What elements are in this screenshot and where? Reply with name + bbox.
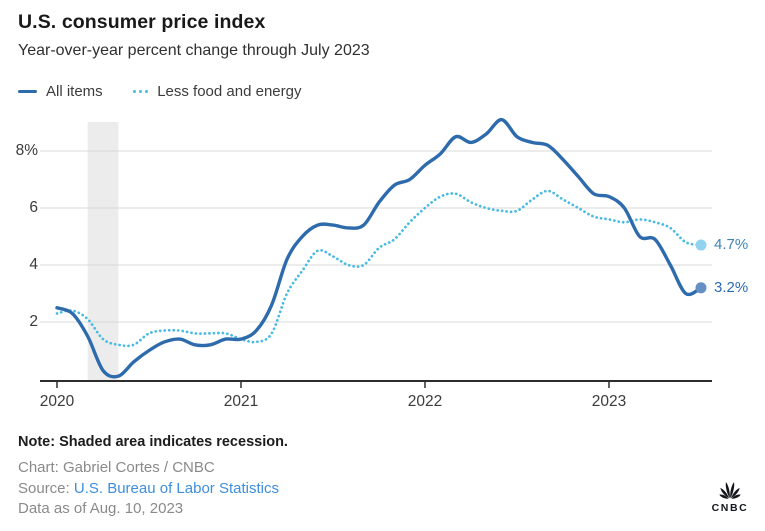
page-title: U.S. consumer price index bbox=[18, 11, 266, 33]
y-axis-label-2: 2 bbox=[29, 313, 38, 330]
chart-legend: All items Less food and energy bbox=[18, 83, 301, 100]
series-line-less-food-and-energy bbox=[55, 189, 703, 348]
dotted-line-swatch-icon bbox=[132, 89, 149, 94]
x-axis-label-2022: 2022 bbox=[407, 393, 443, 410]
end-value-label-all-items: 3.2% bbox=[714, 279, 749, 296]
end-value-label-core: 4.7% bbox=[714, 236, 749, 253]
source-label: Source: bbox=[18, 480, 74, 497]
x-axis-label-2023: 2023 bbox=[591, 393, 627, 410]
series-line-all-items bbox=[55, 117, 703, 379]
y-axis-label-4: 4 bbox=[29, 256, 38, 273]
chart-credit: Chart: Gabriel Cortes / CNBC bbox=[18, 459, 215, 476]
x-axis-label-2021: 2021 bbox=[223, 393, 259, 410]
source-line: Source: U.S. Bureau of Labor Statistics bbox=[18, 480, 279, 497]
legend-label-less-food-energy: Less food and energy bbox=[157, 83, 302, 100]
chart-subtitle: Year-over-year percent change through Ju… bbox=[18, 42, 370, 59]
legend-item-all-items: All items bbox=[18, 83, 103, 100]
y-axis-label-6: 6 bbox=[29, 199, 38, 216]
cnbc-logo-text: CNBC bbox=[711, 502, 749, 514]
cnbc-logo: CNBC bbox=[708, 479, 752, 514]
cnbc-peacock-icon bbox=[719, 482, 741, 499]
legend-item-less-food-energy: Less food and energy bbox=[132, 83, 302, 100]
recession-note: Note: Shaded area indicates recession. bbox=[18, 434, 288, 450]
x-axis-label-2020: 2020 bbox=[39, 393, 75, 410]
legend-label-all-items: All items bbox=[46, 83, 103, 100]
data-as-of: Data as of Aug. 10, 2023 bbox=[18, 500, 184, 517]
solid-line-swatch-icon bbox=[18, 89, 37, 94]
y-axis-label-8: 8% bbox=[15, 142, 38, 159]
source-link[interactable]: U.S. Bureau of Labor Statistics bbox=[73, 480, 279, 497]
